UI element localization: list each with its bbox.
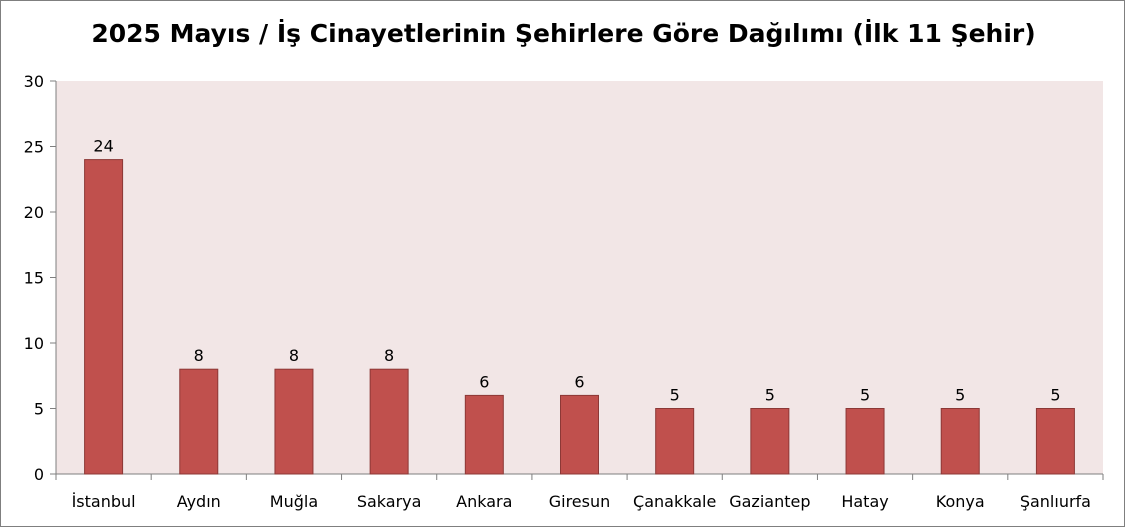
bar [845,408,885,475]
x-tick-label: İstanbul [72,492,136,511]
y-tick-label: 20 [24,203,44,222]
x-tick-label: Sakarya [357,492,422,511]
x-tick-label: Ankara [456,492,512,511]
x-tick-label: Giresun [549,492,611,511]
x-tick-label: Aydın [177,492,221,511]
x-tick-label: Konya [936,492,985,511]
bar [655,408,695,475]
data-label: 5 [670,386,680,405]
y-tick-label: 25 [24,138,44,157]
y-tick-label: 30 [24,72,44,91]
x-tick-label: Gaziantep [729,492,810,511]
data-label: 5 [1050,386,1060,405]
data-label: 5 [860,386,870,405]
data-label: 6 [479,372,489,391]
y-tick-label: 15 [24,269,44,288]
bar [560,394,599,475]
y-tick-label: 5 [34,400,44,419]
data-label: 5 [765,386,775,405]
bars [84,159,1075,475]
bar [1035,408,1075,475]
x-tick-label: Çanakkale [633,492,716,511]
bar [464,394,504,475]
bar [369,368,409,475]
bar [179,368,219,475]
bar [274,368,314,475]
bar [940,408,980,475]
data-label: 24 [93,137,113,156]
chart-title: 2025 Mayıs / İş Cinayetlerinin Şehirlere… [91,19,1036,48]
x-tick-label: Şanlıurfa [1020,492,1091,511]
bar [750,408,790,475]
x-tick-label: Hatay [841,492,888,511]
x-tick-label: Muğla [270,492,318,511]
y-tick-label: 10 [24,334,44,353]
data-label: 8 [384,346,394,365]
labels: 0 5 10 15 20 25 30 24 İstanbul 8 Aydın 8 Muğla 8 Sakar… [24,72,1091,511]
data-label: 6 [574,372,584,391]
y-tick-label: 0 [34,465,44,484]
bar [84,159,124,475]
data-label: 8 [289,346,299,365]
data-label: 5 [955,386,965,405]
data-label: 8 [194,346,204,365]
